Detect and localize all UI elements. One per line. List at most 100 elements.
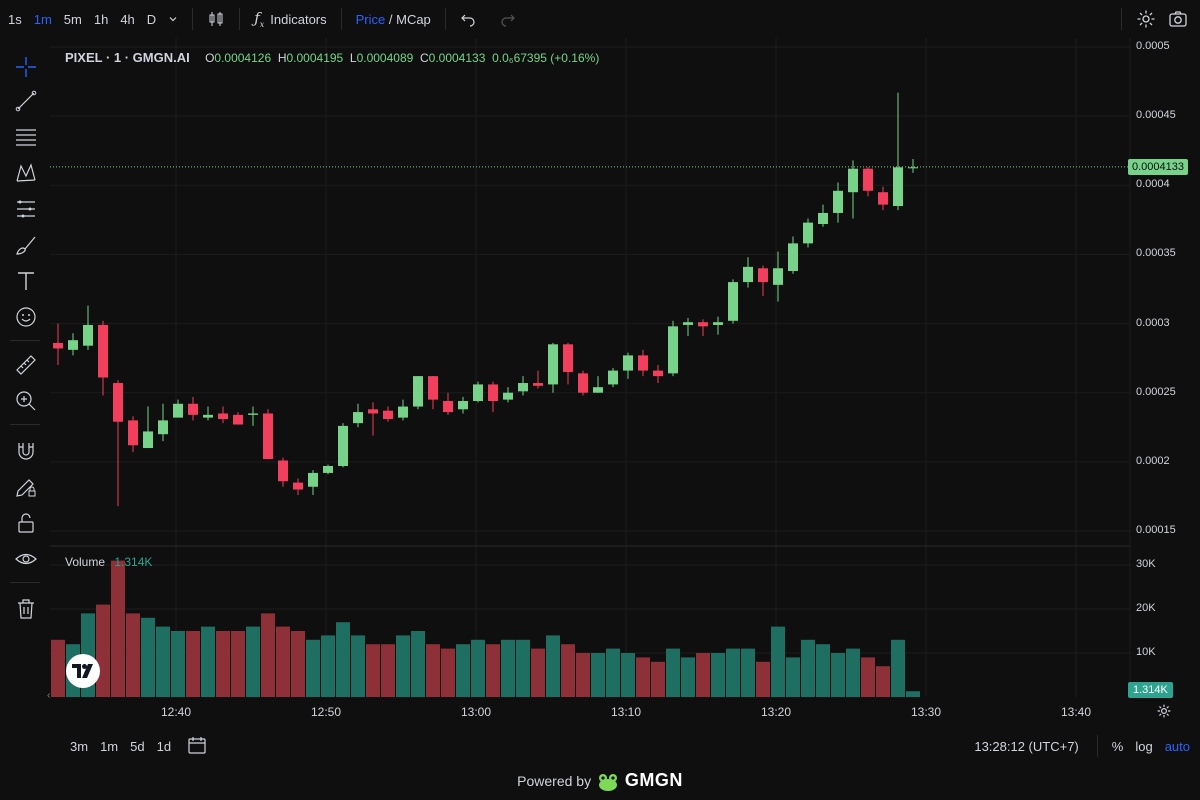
volume-bar: [756, 661, 770, 697]
candle-body: [908, 167, 918, 169]
tradingview-logo[interactable]: [66, 654, 100, 688]
range-1d[interactable]: 1d: [156, 738, 172, 754]
candle-body: [353, 412, 363, 424]
auto-toggle[interactable]: auto: [1164, 738, 1190, 754]
crosshair-tool[interactable]: [13, 54, 39, 80]
volume-bar: [801, 639, 815, 697]
candle-body: [188, 403, 198, 415]
range-5d[interactable]: 5d: [130, 738, 145, 754]
tradingview-icon: [72, 664, 93, 678]
trash-icon: [18, 599, 34, 619]
date-range-button[interactable]: [187, 735, 207, 758]
volume-bar: [186, 631, 200, 697]
settings-button[interactable]: [1130, 9, 1162, 29]
pattern-tool[interactable]: [13, 160, 39, 186]
candle-body: [713, 322, 723, 325]
candle-body: [608, 370, 618, 385]
change-value: 0.0₆67395 (+0.16%): [492, 51, 600, 65]
open-value: 0.0004126: [214, 51, 272, 65]
volume-legend: Volume 1.314K: [65, 555, 152, 569]
range-3m[interactable]: 3m: [70, 738, 89, 754]
clock[interactable]: 13:28:12 (UTC+7): [974, 738, 1079, 754]
volume-bar: [291, 631, 305, 697]
mcap-option[interactable]: MCap: [396, 11, 431, 27]
timeframe-1m[interactable]: 1m: [33, 11, 52, 27]
text-tool[interactable]: [13, 268, 39, 294]
price-axis-label: 0.00025: [1136, 385, 1176, 398]
volume-bar: [876, 666, 890, 697]
undo-button[interactable]: [454, 11, 482, 27]
percent-toggle[interactable]: %: [1111, 738, 1124, 754]
volume-bar: [621, 653, 635, 697]
candle-body: [548, 344, 558, 385]
candle-body: [128, 420, 138, 446]
volume-bar: [96, 604, 110, 697]
trendline-tool[interactable]: [13, 88, 39, 114]
price-axis-label: 0.0003: [1136, 316, 1170, 329]
volume-bar: [726, 648, 740, 697]
open-label: O: [205, 51, 215, 65]
lock-tool[interactable]: [13, 510, 39, 536]
magnet-tool[interactable]: [13, 438, 39, 464]
volume-bar: [231, 631, 245, 697]
volume-bar: [261, 613, 275, 697]
brush-tool[interactable]: [13, 232, 39, 258]
volume-bar: [441, 648, 455, 697]
ruler-tool[interactable]: [13, 352, 39, 378]
fib-tool[interactable]: [13, 196, 39, 222]
emoji-tool[interactable]: [13, 304, 39, 330]
timeframe-1h[interactable]: 1h: [93, 11, 109, 27]
timeframe-D[interactable]: D: [146, 11, 157, 27]
toolbar-divider: [1096, 735, 1098, 757]
volume-bar: [711, 653, 725, 697]
volume-bar: [906, 691, 920, 697]
indicators-button[interactable]: ƒx Indicators: [248, 9, 332, 29]
volume-bar: [666, 648, 680, 697]
toolbar-divider: [192, 8, 194, 30]
zoom-tool[interactable]: [13, 388, 39, 414]
horizontal-lines-tool[interactable]: [13, 124, 39, 150]
symbol-label[interactable]: PIXEL · 1 · GMGN.AI: [65, 50, 190, 65]
price-option[interactable]: Price: [355, 11, 386, 27]
volume-bar: [531, 648, 545, 697]
volume-bar: [171, 631, 185, 697]
volume-bar: [816, 644, 830, 697]
function-icon: ƒx: [254, 9, 265, 29]
candle-body: [533, 383, 543, 386]
price-mcap-toggle[interactable]: Price / MCap: [350, 12, 437, 27]
volume-bar: [426, 644, 440, 697]
volume-bar: [831, 653, 845, 697]
volume-bar: [201, 626, 215, 697]
volume-bar: [846, 648, 860, 697]
candle-body: [338, 425, 348, 467]
volume-bar: [351, 635, 365, 697]
volume-bar: [591, 653, 605, 697]
timeframe-dropdown-icon[interactable]: [162, 12, 184, 27]
high-value: 0.0004195: [286, 51, 344, 65]
screenshot-button[interactable]: [1162, 9, 1194, 29]
log-toggle[interactable]: log: [1135, 738, 1153, 754]
scroll-left-icon[interactable]: ‹: [47, 690, 51, 701]
axis-settings-button[interactable]: [1156, 703, 1172, 724]
timeframe-4h[interactable]: 4h: [120, 11, 135, 27]
volume-bar: [396, 635, 410, 697]
volume-axis-label: 10K: [1136, 646, 1156, 658]
timeframe-1s[interactable]: 1s: [8, 11, 22, 27]
time-axis-label: 13:30: [911, 705, 942, 719]
candle-body: [443, 401, 453, 413]
delete-tool[interactable]: [13, 596, 39, 622]
redo-button[interactable]: [494, 11, 522, 27]
price-mcap-slash: /: [385, 11, 397, 27]
candle-body: [503, 392, 513, 400]
visibility-tool[interactable]: [13, 546, 39, 572]
candle-type-button[interactable]: [201, 10, 231, 28]
volume-value: 1.314K: [114, 555, 153, 569]
candle-body: [383, 410, 393, 419]
volume-bar: [771, 626, 785, 697]
volume-bar: [246, 626, 260, 697]
lock-drawing-tool[interactable]: [13, 474, 39, 500]
range-1m[interactable]: 1m: [100, 738, 119, 754]
candle-body: [773, 268, 783, 285]
timeframe-5m[interactable]: 5m: [63, 11, 82, 27]
